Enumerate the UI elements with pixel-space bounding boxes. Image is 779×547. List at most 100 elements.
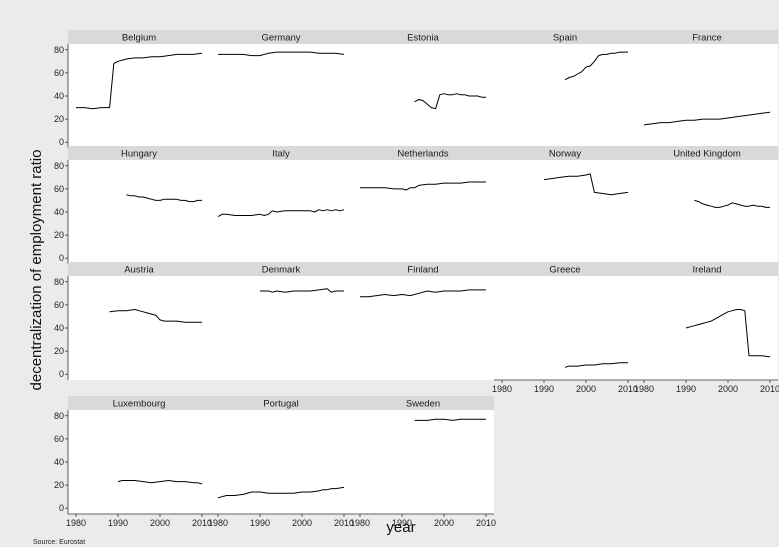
panel-title: Hungary — [121, 149, 157, 160]
panel-sweden: Sweden 1980 1990 2000 2010 — [350, 396, 496, 528]
panel-strip — [352, 30, 494, 44]
source-note: Source: Eurostat — [33, 539, 85, 546]
series-line-spain — [564, 51, 628, 81]
panel-title: United Kingdom — [673, 149, 741, 160]
panel-portugal: Portugal 1980 1990 2000 2010 — [208, 396, 354, 528]
series-line-norway — [543, 173, 629, 196]
series-line-sweden — [414, 418, 486, 421]
series-line-portugal — [217, 486, 345, 499]
panel-belgium: Belgium 0 20 40 60 80 — [54, 30, 210, 148]
series-line-united-kingdom — [694, 199, 770, 208]
y-tick-label: 0 — [59, 369, 64, 379]
panel-title: Luxembourg — [113, 399, 166, 410]
series-line-denmark — [260, 288, 344, 293]
y-tick-label: 20 — [54, 230, 64, 240]
y-tick-label: 40 — [54, 457, 64, 467]
y-tick-label: 80 — [54, 161, 64, 171]
y-tick-label: 0 — [59, 253, 64, 263]
panel-title: Ireland — [692, 265, 721, 276]
plot-area — [352, 160, 494, 264]
panel-denmark: Denmark — [210, 262, 352, 380]
y-axis-title: decentralization of employment ratio — [28, 150, 45, 391]
plot-area — [494, 44, 636, 148]
panel-luxembourg: Luxembourg 0 20 40 60 80 1980 1990 2000 2010 — [54, 396, 212, 528]
x-tick-label: 2000 — [576, 384, 596, 394]
panel-strip — [68, 30, 210, 44]
x-tick-label: 2010 — [192, 518, 212, 528]
y-tick-label: 40 — [54, 323, 64, 333]
x-tick-label: 2000 — [150, 518, 170, 528]
panel-strip — [352, 146, 494, 160]
panel-norway: Norway — [494, 146, 636, 264]
x-tick-label: 2000 — [292, 518, 312, 528]
series-line-finland — [360, 289, 486, 298]
panel-italy: Italy — [210, 146, 352, 264]
panel-strip — [210, 30, 352, 44]
y-tick-label: 60 — [54, 434, 64, 444]
panel-spain: Spain — [494, 30, 636, 148]
panel-title: Spain — [553, 33, 577, 44]
y-tick-label: 80 — [54, 45, 64, 55]
panel-title: Germany — [261, 33, 300, 44]
x-tick-label: 1980 — [208, 518, 228, 528]
x-tick-label: 1990 — [108, 518, 128, 528]
series-line-estonia — [414, 93, 486, 110]
x-tick-label: 2000 — [718, 384, 738, 394]
panel-strip — [352, 396, 494, 410]
plot-area — [636, 160, 778, 264]
x-tick-label: 2010 — [760, 384, 779, 394]
plot-area — [494, 160, 636, 264]
x-tick-label: 2010 — [618, 384, 638, 394]
panel-title: Austria — [124, 265, 154, 276]
x-tick-label: 1980 — [492, 384, 512, 394]
panel-greece: Greece 1980 1990 2000 2010 — [492, 262, 638, 394]
panels-group: Belgium 0 20 40 60 80 Germany Estonia Spain Franc… — [54, 30, 779, 528]
panel-title: Finland — [407, 265, 438, 276]
plot-area — [68, 410, 210, 514]
panel-strip — [636, 262, 778, 276]
x-tick-label: 1980 — [350, 518, 370, 528]
panel-strip — [68, 396, 210, 410]
x-tick-label: 1990 — [250, 518, 270, 528]
panel-strip — [68, 262, 210, 276]
plot-area — [352, 276, 494, 380]
panel-germany: Germany — [210, 30, 352, 148]
series-line-netherlands — [360, 181, 486, 191]
x-axis-title: year — [386, 519, 415, 536]
panel-title: Norway — [549, 149, 581, 160]
y-tick-label: 0 — [59, 137, 64, 147]
x-tick-label: 1980 — [66, 518, 86, 528]
plot-area — [68, 44, 210, 148]
panel-strip — [636, 146, 778, 160]
panel-title: Portugal — [263, 399, 298, 410]
plot-area — [210, 276, 352, 380]
plot-area — [210, 410, 352, 514]
series-line-belgium — [76, 52, 203, 110]
series-line-germany — [218, 51, 345, 57]
plot-area — [68, 160, 210, 264]
y-tick-label: 60 — [54, 184, 64, 194]
panel-title: Denmark — [262, 265, 301, 276]
y-tick-label: 40 — [54, 207, 64, 217]
panel-estonia: Estonia — [352, 30, 494, 148]
panel-title: Sweden — [406, 399, 440, 410]
panel-france: France — [636, 30, 778, 148]
y-tick-label: 40 — [54, 91, 64, 101]
x-tick-label: 2010 — [334, 518, 354, 528]
panel-hungary: Hungary 0 20 40 60 80 — [54, 146, 210, 264]
panel-strip — [636, 30, 778, 44]
panel-finland: Finland — [352, 262, 494, 380]
y-tick-label: 80 — [54, 411, 64, 421]
panel-strip — [210, 146, 352, 160]
panel-netherlands: Netherlands — [352, 146, 494, 264]
panel-strip — [494, 262, 636, 276]
panel-strip — [494, 146, 636, 160]
y-tick-label: 20 — [54, 114, 64, 124]
panel-title: France — [692, 33, 722, 44]
series-line-austria — [109, 309, 202, 323]
plot-area — [636, 44, 778, 148]
panel-strip — [210, 396, 352, 410]
series-line-ireland — [685, 309, 771, 358]
x-tick-label: 1990 — [534, 384, 554, 394]
